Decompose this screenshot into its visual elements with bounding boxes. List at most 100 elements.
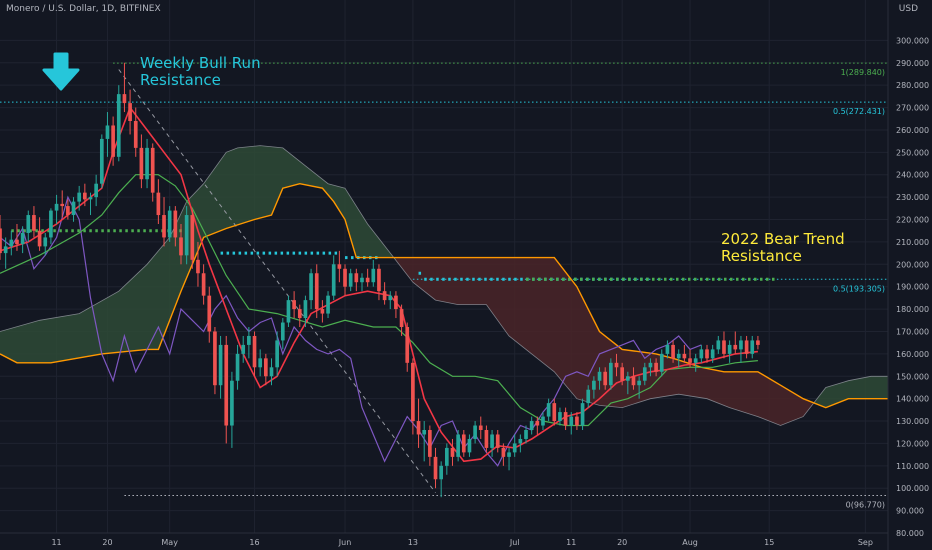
candle-body	[15, 239, 19, 245]
y-tick-label: 240.000	[896, 171, 929, 180]
candle-body	[580, 403, 585, 426]
candle-body	[524, 430, 528, 439]
bear-annotation-line: 2022 Bear Trend	[721, 230, 845, 248]
candle-body	[637, 380, 641, 386]
candle-body	[377, 268, 381, 292]
candle-body	[54, 203, 59, 211]
x-tick-label: 16	[249, 538, 259, 547]
x-tick-label: 20	[617, 538, 627, 547]
candle-body	[331, 264, 336, 296]
candle-body	[326, 295, 330, 314]
bull-annotation-line: Weekly Bull Run	[140, 54, 261, 72]
candle-body	[665, 344, 670, 354]
candle-body	[60, 203, 65, 207]
price-axis: 80.000 90.000 100.000 110.000 120.000 130.000…	[887, 0, 929, 550]
ichimoku-cloud	[0, 145, 888, 426]
line-span-b	[0, 182, 888, 409]
y-tick-label: 80.000	[896, 529, 924, 538]
candle-body	[235, 353, 240, 381]
candle-body	[444, 447, 449, 466]
candle-body	[416, 421, 421, 435]
candle-body	[671, 344, 675, 359]
candle-body	[32, 215, 36, 231]
candle-body	[575, 416, 579, 426]
candle-body	[512, 443, 517, 453]
line-lagging	[0, 195, 702, 467]
candle-body	[710, 349, 715, 359]
y-tick-label: 260.000	[896, 126, 929, 135]
bear-annotation-line: Resistance	[721, 247, 802, 265]
candle-body	[128, 103, 132, 121]
candle-body	[179, 237, 183, 256]
candle-body	[552, 403, 557, 422]
candle-body	[303, 300, 308, 319]
candle-body	[456, 434, 460, 457]
candle-body	[609, 362, 613, 386]
candle-body	[614, 362, 619, 368]
line-kijun	[0, 174, 758, 427]
bull-annotation-line: Resistance	[140, 71, 221, 89]
trend-line	[118, 69, 436, 493]
candle-body	[541, 416, 545, 426]
candle-body	[49, 210, 53, 238]
x-tick-label: Sep	[858, 538, 873, 547]
candle-body	[139, 147, 144, 180]
down-arrow-icon	[42, 52, 80, 91]
y-tick-label: 200.000	[896, 260, 929, 269]
candle-body	[275, 340, 279, 368]
candle-body	[88, 197, 93, 200]
candle-body	[405, 327, 410, 363]
candle-body	[196, 259, 200, 274]
y-tick-label: 190.000	[896, 283, 929, 292]
candle-body	[529, 421, 534, 430]
y-tick-label: 170.000	[896, 327, 929, 336]
candle-body	[501, 447, 506, 457]
candle-body	[105, 125, 110, 139]
candle-body	[597, 371, 602, 381]
x-tick-label: Aug	[682, 538, 698, 547]
candle-body	[320, 309, 325, 314]
candle-body	[490, 434, 494, 448]
y-tick-label: 280.000	[896, 81, 929, 90]
x-tick-label: May	[161, 538, 178, 547]
candle-body	[586, 389, 591, 404]
candle-body	[348, 273, 353, 287]
y-tick-label: 140.000	[896, 395, 929, 404]
fib-label: 0.5(193.305)	[833, 284, 885, 293]
candle-body	[558, 412, 562, 422]
cloud-segment	[395, 257, 815, 426]
candle-body	[648, 362, 653, 368]
candle-body	[122, 94, 127, 104]
candle-body	[631, 376, 636, 386]
candle-body	[388, 295, 393, 301]
candle-body	[682, 353, 687, 359]
candle-body	[218, 344, 223, 386]
candle-body	[94, 183, 98, 198]
candle-body	[184, 215, 189, 256]
cloud-segment	[814, 376, 888, 408]
candle-body	[99, 138, 104, 184]
candle-body	[224, 344, 229, 426]
currency-label: USD	[898, 4, 918, 14]
bull-run-annotation: Weekly Bull Run Resistance	[140, 55, 261, 89]
candle-body	[676, 353, 681, 359]
candle-body	[535, 421, 540, 426]
candle-body	[484, 430, 489, 448]
y-tick-label: 180.000	[896, 305, 929, 314]
candle-body	[269, 367, 274, 377]
candle-body	[280, 322, 285, 341]
candle-body	[83, 192, 87, 200]
candle-body	[156, 192, 161, 216]
candle-body	[756, 340, 760, 345]
candle-body	[411, 362, 415, 422]
x-tick-label: 11	[566, 538, 576, 547]
candle-body	[473, 425, 477, 439]
candle-body	[705, 349, 709, 359]
candle-body	[354, 273, 359, 283]
y-tick-label: 250.000	[896, 148, 929, 157]
candle-body	[314, 273, 319, 310]
candle-body	[603, 371, 608, 386]
fib-label: 0(96.770)	[846, 500, 885, 509]
candle-body	[394, 295, 398, 310]
